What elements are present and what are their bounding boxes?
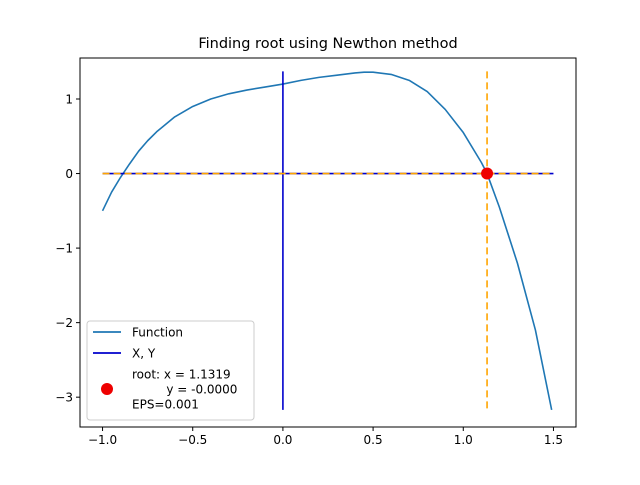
legend-label-line: y = -0.0000 (132, 383, 237, 397)
y-tick-label: 1 (65, 93, 73, 107)
legend-label-line: X, Y (132, 347, 156, 361)
x-tick-label: 0.0 (273, 433, 292, 447)
series-line-0 (101, 71, 553, 411)
x-tick-label: −1.0 (88, 433, 117, 447)
legend-label-line: EPS=0.001 (132, 398, 199, 412)
legend: Function X, Y root: x = 1.1319 y = -0.0000… (86, 320, 255, 421)
legend-label-0: Function (132, 326, 183, 340)
legend-label-line: root: x = 1.1319 (132, 368, 231, 382)
x-tick-label: 0.5 (364, 433, 383, 447)
legend-marker-2 (101, 383, 113, 395)
axes-frame (79, 57, 577, 428)
legend-label-line: Function (132, 326, 183, 340)
y-tick-label: −3 (55, 391, 73, 405)
y-tick-label: −2 (55, 316, 73, 330)
x-tick-label: 1.5 (544, 433, 563, 447)
legend-label-2: root: x = 1.1319 y = -0.0000 EPS=0.001 (132, 368, 237, 412)
root-point-0 (481, 167, 494, 180)
y-tick-label: −1 (55, 242, 73, 256)
chart-title: Finding root using Newthon method (198, 36, 457, 52)
plot-area: −1.0 −0.5 0.0 0.5 1.0 1.5 1 0 −1 −2 −3 (55, 57, 577, 447)
x-tick-label: 1.0 (454, 433, 473, 447)
y-tick-label: 0 (65, 167, 73, 181)
legend-label-1: X, Y (132, 347, 156, 361)
x-tick-label: −0.5 (178, 433, 207, 447)
legend-box (86, 320, 255, 421)
